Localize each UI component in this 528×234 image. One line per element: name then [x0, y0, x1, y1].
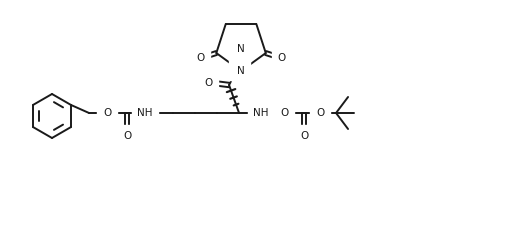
Text: N: N	[237, 44, 245, 54]
Text: O: O	[196, 53, 204, 63]
Text: O: O	[204, 78, 212, 88]
Text: O: O	[123, 131, 131, 141]
Text: NH: NH	[253, 108, 269, 118]
Text: O: O	[316, 108, 324, 118]
Text: O: O	[278, 53, 286, 63]
Text: O: O	[235, 64, 243, 74]
Text: O: O	[280, 108, 288, 118]
Text: O: O	[300, 131, 308, 141]
Text: NH: NH	[137, 108, 153, 118]
Text: N: N	[237, 66, 245, 76]
Text: O: O	[103, 108, 111, 118]
